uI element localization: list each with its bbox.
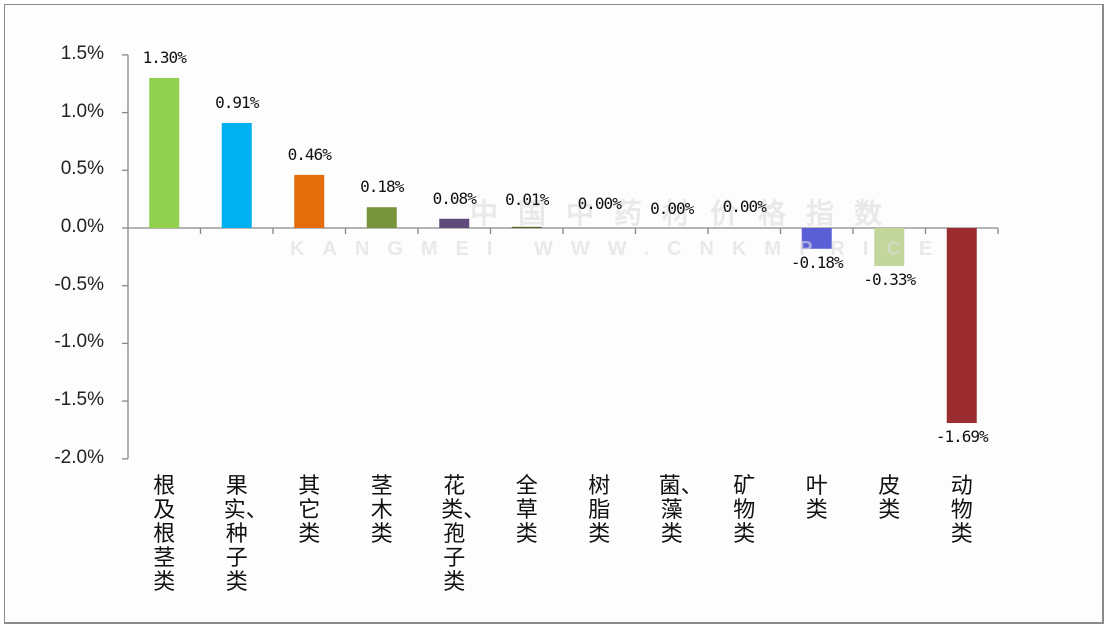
bar (294, 174, 325, 228)
bar-value-label: -1.69% (935, 427, 989, 447)
x-category-label: 根及根茎类 (153, 473, 176, 594)
bar-value-label: 1.30% (142, 47, 187, 67)
x-category-label: 菌、藻类 (658, 473, 703, 546)
bar-value-label: 0.00% (722, 197, 767, 216)
bar (946, 228, 977, 424)
watermark-text: 中国中药材价格指数 (470, 198, 903, 229)
watermark-url: KANGMEI WWW.CNKMPRICE (290, 238, 951, 260)
x-category-label: 叶类 (805, 473, 828, 522)
x-category-label: 动物类 (950, 473, 973, 546)
chart-frame (4, 4, 1104, 624)
bar-value-label: -0.33% (863, 270, 916, 290)
y-tick-label: -1.5% (54, 389, 104, 411)
x-category-label: 果实、种子类 (223, 473, 268, 594)
x-category-label: 树脂类 (588, 473, 611, 546)
bar (221, 122, 252, 228)
x-category-label: 茎木类 (370, 473, 393, 546)
y-tick-label: 1.5% (60, 42, 104, 64)
y-tick-label: 0.0% (60, 216, 104, 237)
bar (801, 228, 832, 249)
bar-value-label: 0.18% (360, 177, 404, 197)
x-category-label: 花类、孢子类 (441, 473, 486, 594)
y-tick-label: -1.0% (54, 331, 104, 353)
bars (149, 77, 977, 424)
bar (149, 77, 180, 228)
bar (874, 228, 905, 267)
bar-value-label: 0.00% (577, 194, 622, 213)
bar-value-label: -0.18% (790, 252, 844, 272)
bar (366, 207, 397, 228)
x-category-label: 其它类 (298, 473, 321, 546)
bar-value-label: 0.01% (505, 190, 549, 209)
bar-value-label: 0.91% (215, 92, 259, 112)
x-category-label: 皮类 (878, 473, 901, 522)
bar-value-label: 0.00% (650, 199, 694, 218)
x-category-label: 矿物类 (733, 473, 756, 546)
bar (511, 226, 542, 228)
y-tick-label: 0.5% (60, 158, 104, 180)
y-tick-label: -2.0% (54, 446, 104, 468)
bar-value-label: 0.08% (432, 188, 477, 208)
y-tick-label: 1.0% (60, 100, 104, 122)
bar (439, 218, 470, 228)
y-tick-label: -0.5% (54, 273, 104, 295)
x-category-label: 全草类 (515, 473, 538, 546)
axes (122, 54, 999, 460)
bar-value-label: 0.46% (287, 144, 332, 164)
